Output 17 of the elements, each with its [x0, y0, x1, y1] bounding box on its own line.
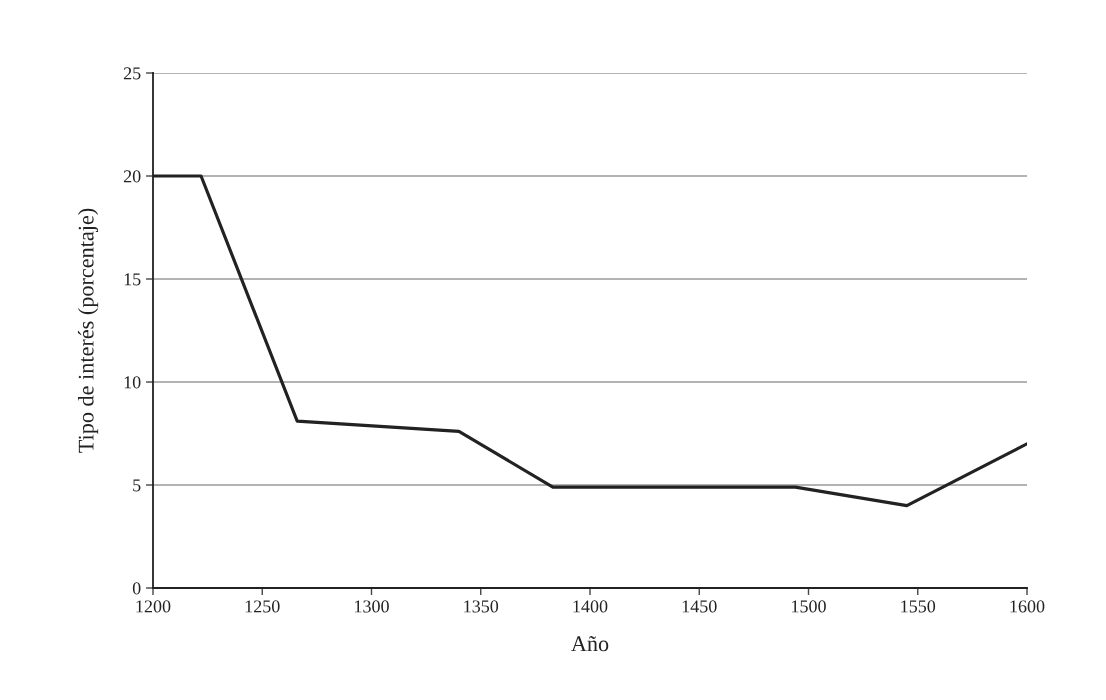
x-tick-label: 1200	[136, 600, 171, 613]
x-tick-label: 1400	[573, 600, 608, 613]
x-tick-label: 1500	[792, 600, 826, 613]
y-tick-label: 20	[123, 170, 141, 183]
y-tick-label: 0	[132, 582, 141, 595]
y-axis-title: Tipo de interés (porcentaje)	[77, 208, 99, 453]
x-tick-label: 1350	[464, 600, 499, 613]
x-tick-label: 1450	[682, 600, 717, 613]
x-tick-label: 1550	[901, 600, 936, 613]
y-tick-label: 10	[124, 376, 141, 389]
y-tick-label: 5	[133, 479, 141, 492]
y-tick-label: 25	[123, 67, 141, 80]
x-tick-label: 1300	[355, 600, 389, 613]
x-axis-title: Año	[571, 636, 609, 652]
x-tick-label: 1600	[1010, 600, 1045, 613]
y-tick-label: 15	[124, 273, 141, 286]
x-tick-label: 1250	[245, 600, 280, 613]
